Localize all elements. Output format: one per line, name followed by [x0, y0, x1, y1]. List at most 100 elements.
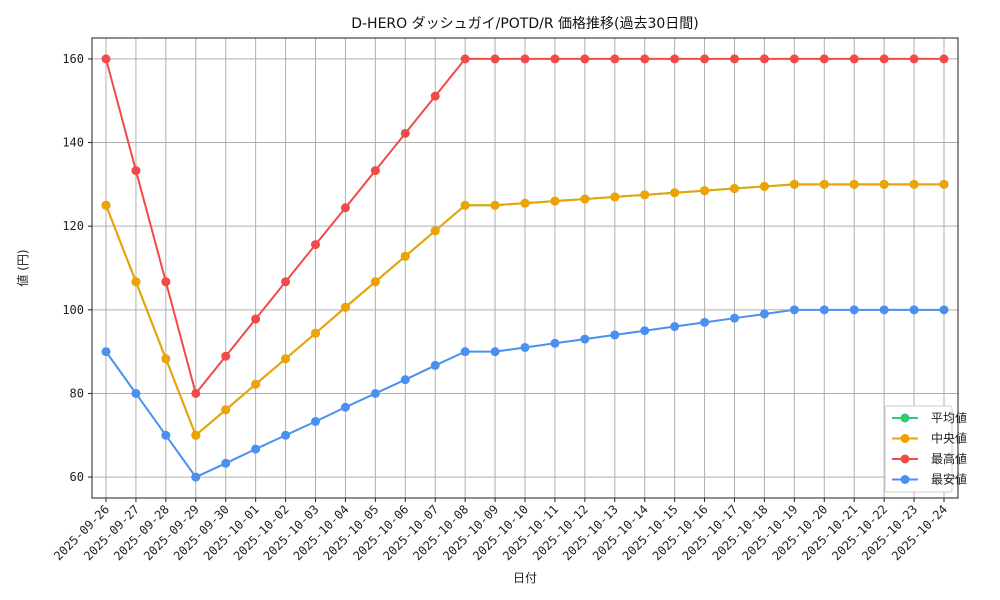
series-1 [101, 179, 949, 440]
data-point [191, 472, 201, 482]
data-point [460, 54, 470, 64]
data-point [281, 354, 291, 364]
data-point [460, 200, 470, 210]
legend-box [884, 405, 953, 493]
legend-marker [900, 475, 910, 484]
data-point [819, 54, 829, 64]
data-point [939, 305, 949, 315]
data-point [759, 181, 769, 191]
chart-title: D-HERO ダッシュガイ/POTD/R 価格推移(過去30日間) [351, 16, 699, 32]
legend-marker [900, 454, 910, 464]
data-point [580, 334, 590, 344]
data-point [161, 430, 171, 440]
data-point [909, 179, 919, 189]
y-axis-title: 値 (円) [15, 249, 30, 286]
data-point [221, 351, 231, 361]
y-tick-label: 80 [70, 386, 84, 400]
data-point [161, 277, 171, 287]
data-point [131, 166, 141, 176]
data-point [909, 305, 919, 315]
data-point [939, 179, 949, 189]
data-point [400, 375, 410, 385]
data-point [580, 54, 590, 64]
data-point [101, 347, 111, 357]
y-tick-label: 60 [70, 470, 84, 484]
data-point [550, 54, 560, 64]
data-point [700, 317, 710, 327]
data-point [550, 196, 560, 206]
data-point [340, 203, 350, 213]
data-point [400, 251, 410, 261]
data-point [700, 54, 710, 64]
data-point [849, 54, 859, 64]
data-point [161, 354, 171, 364]
data-point [221, 458, 231, 468]
data-point [490, 347, 500, 357]
data-point [251, 444, 261, 454]
data-point [251, 314, 261, 324]
data-point [730, 184, 739, 194]
legend-label: 平均値 [931, 410, 967, 425]
data-point [879, 179, 889, 189]
data-point [430, 226, 440, 236]
data-point [281, 277, 291, 287]
data-point [670, 188, 680, 198]
data-point [131, 277, 141, 287]
series-2 [101, 54, 949, 398]
data-point [670, 322, 680, 332]
data-point [490, 54, 500, 64]
legend-label: 最安値 [931, 472, 967, 487]
data-point [849, 305, 859, 315]
data-point [311, 328, 320, 338]
data-point [849, 179, 859, 189]
data-point [101, 200, 111, 210]
data-point [101, 54, 111, 64]
data-point [520, 342, 530, 352]
data-point [281, 430, 291, 440]
data-point [939, 54, 949, 64]
data-point [670, 54, 680, 64]
data-point [610, 330, 620, 340]
data-point [640, 190, 650, 200]
legend-label: 中央値 [931, 431, 967, 446]
data-point [311, 240, 320, 250]
data-point [789, 305, 799, 315]
data-point [520, 54, 530, 64]
data-point [370, 277, 380, 287]
data-point [730, 54, 739, 64]
data-point [191, 430, 201, 440]
data-point [700, 186, 710, 196]
data-point [610, 54, 620, 64]
data-point [759, 54, 769, 64]
data-point [610, 192, 620, 202]
data-point [460, 347, 470, 357]
data-point [879, 305, 889, 315]
data-point [221, 405, 231, 415]
data-point [520, 198, 530, 208]
y-axis: 60 80 100 120 140 160 [62, 52, 92, 484]
series-layer [101, 54, 949, 482]
legend-label: 最高値 [931, 451, 967, 466]
data-point [340, 402, 350, 412]
data-point [879, 54, 889, 64]
data-point [640, 326, 650, 336]
data-point [580, 194, 590, 204]
data-point [730, 313, 739, 323]
data-point [251, 379, 261, 389]
y-tick-label: 100 [62, 303, 84, 317]
data-point [640, 54, 650, 64]
data-point [131, 388, 141, 398]
data-point [430, 360, 440, 370]
series-3 [101, 305, 949, 482]
y-tick-label: 120 [62, 219, 84, 233]
data-point [430, 91, 440, 101]
data-point [819, 179, 829, 189]
data-point [490, 200, 500, 210]
data-point [759, 309, 769, 319]
data-point [550, 338, 560, 348]
legend-marker [900, 413, 910, 423]
y-tick-label: 160 [62, 52, 84, 66]
